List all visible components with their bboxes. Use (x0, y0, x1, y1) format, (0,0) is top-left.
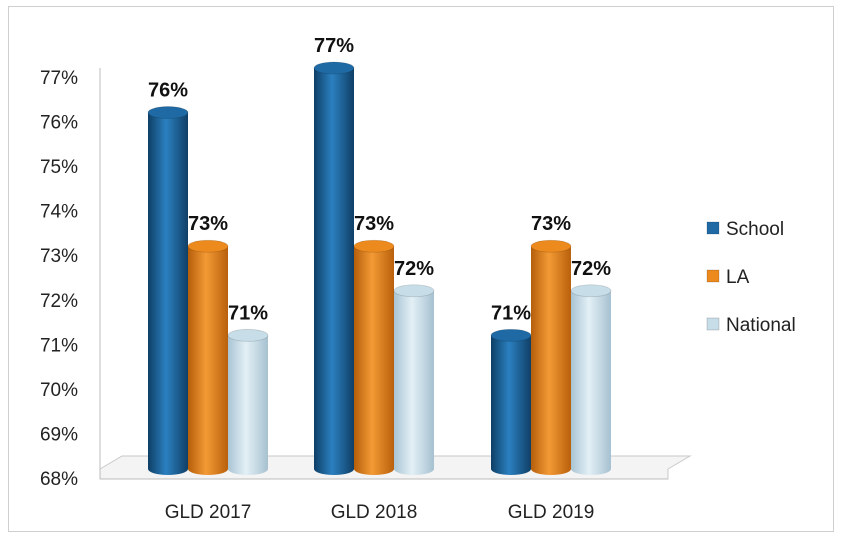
legend-label: School (726, 219, 784, 240)
bar-body (491, 335, 531, 475)
data-label: 73% (354, 213, 394, 235)
y-tick-label: 68% (40, 469, 78, 490)
y-tick-label: 74% (40, 202, 78, 223)
bar-body (228, 335, 268, 475)
bar-body (188, 246, 228, 475)
bar-national-3 (570, 284, 612, 475)
y-tick-label: 73% (40, 246, 78, 267)
x-category-label: GLD 2019 (508, 502, 595, 523)
x-category-label: GLD 2017 (165, 502, 252, 523)
legend-swatch (706, 269, 720, 283)
bars (147, 61, 612, 476)
data-label: 76% (148, 80, 188, 102)
x-category-label: GLD 2018 (331, 502, 418, 523)
data-label: 77% (314, 35, 354, 57)
legend-label: National (726, 315, 796, 336)
bar-body (354, 246, 394, 475)
data-label: 72% (571, 258, 611, 280)
bar-school-2 (313, 61, 355, 475)
bar-la-2 (353, 239, 395, 475)
y-tick-label: 70% (40, 380, 78, 401)
bar-top (530, 239, 572, 253)
bar-school-3 (490, 328, 532, 475)
bar-top (227, 328, 269, 342)
bar-top (147, 106, 189, 119)
bar-la-3 (530, 239, 572, 475)
y-tick-label: 77% (40, 68, 78, 89)
bar-national-2 (393, 284, 435, 475)
bar-top (313, 61, 355, 75)
bar-top (393, 284, 435, 298)
y-tick-label: 72% (40, 291, 78, 312)
legend-swatch (706, 221, 720, 235)
bar-school-1 (147, 106, 189, 476)
bar-top (187, 239, 229, 253)
x-axis-categories: GLD 2017 GLD 2018 GLD 2019 (165, 502, 595, 523)
y-axis-ticks: 68% 69% 70% 71% 72% 73% 74% 75% 76% 77% (40, 68, 78, 490)
bar-body (531, 246, 571, 475)
y-tick-label: 69% (40, 424, 78, 445)
data-label: 73% (188, 213, 228, 235)
bar-national-1 (227, 328, 269, 475)
data-label: 71% (228, 302, 268, 324)
data-label: 73% (531, 213, 571, 235)
bar-body (314, 68, 354, 475)
legend-swatch (706, 317, 720, 331)
bar-top (490, 328, 532, 342)
bar-body (571, 290, 611, 475)
bar-top (570, 284, 612, 298)
legend: School LA National (706, 219, 796, 336)
bar-body (148, 112, 188, 476)
y-tick-label: 71% (40, 335, 78, 356)
bar-la-1 (187, 239, 229, 475)
data-labels: 76% 73% 71% 77% 73% 72% 71% 73% 72% (148, 35, 611, 324)
bar-body (394, 290, 434, 475)
y-tick-label: 75% (40, 157, 78, 178)
data-label: 72% (394, 258, 434, 280)
data-label: 71% (491, 302, 531, 324)
bar-top (353, 239, 395, 253)
legend-label: LA (726, 267, 750, 288)
y-tick-label: 76% (40, 113, 78, 134)
